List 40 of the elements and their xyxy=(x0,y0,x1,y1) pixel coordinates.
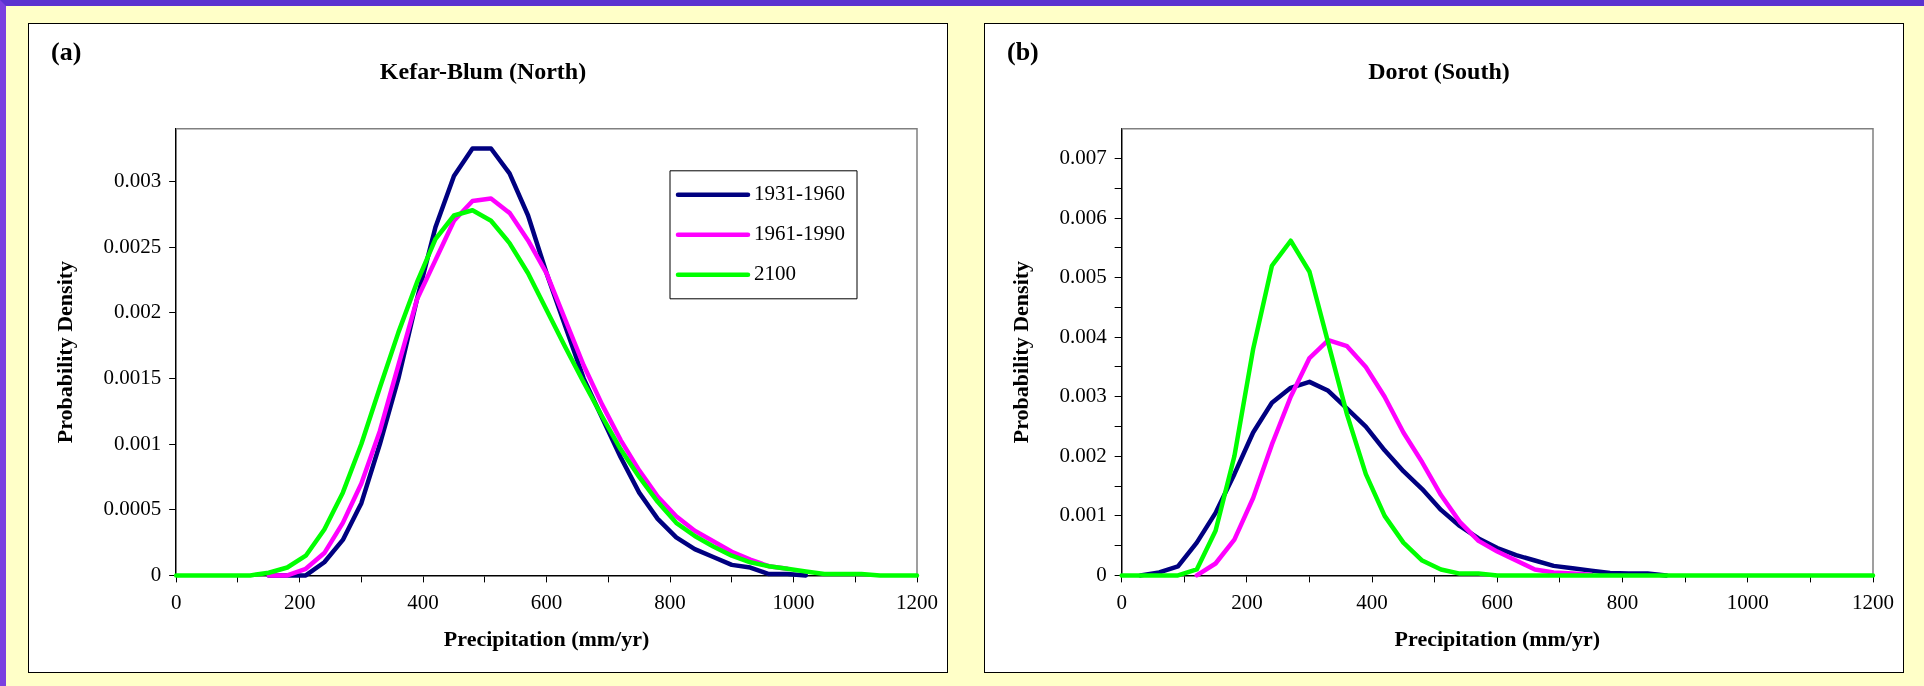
legend-label: 2100 xyxy=(754,261,797,286)
legend-label: 1931-1960 xyxy=(754,181,846,206)
x-tick-label: 200 xyxy=(283,589,316,614)
x-tick-label: 400 xyxy=(1356,589,1388,614)
x-tick-label: 800 xyxy=(654,589,686,614)
x-tick-label: 800 xyxy=(1606,589,1639,614)
y-axis-title: Probability Density xyxy=(51,260,77,444)
legend-label: 1961-1990 xyxy=(754,221,846,246)
x-tick-label: 600 xyxy=(1481,589,1514,614)
y-tick-label: 0.0025 xyxy=(103,233,162,258)
x-tick-label: 600 xyxy=(530,589,563,614)
y-tick-label: 0 xyxy=(1096,561,1107,586)
y-tick-label: 0.006 xyxy=(1059,204,1107,229)
y-tick-label: 0.001 xyxy=(1059,502,1107,527)
y-tick-label: 0.003 xyxy=(113,167,162,192)
y-axis-title: Probability Density xyxy=(1007,260,1033,444)
y-tick-label: 0.0015 xyxy=(103,364,162,389)
text: (b) xyxy=(1007,36,1039,66)
x-tick-label: 1200 xyxy=(896,589,938,614)
x-tick-label: 0 xyxy=(170,589,182,614)
x-tick-label: 200 xyxy=(1231,589,1263,614)
x-tick-label: 0 xyxy=(1116,589,1127,614)
chart-title: Dorot (South) xyxy=(1368,57,1510,84)
x-tick-label: 1000 xyxy=(1726,589,1769,614)
y-tick-label: 0.001 xyxy=(113,430,162,455)
x-axis-title: Precipitation (mm/yr) xyxy=(1394,626,1601,652)
text: (a) xyxy=(51,36,82,66)
y-tick-label: 0 xyxy=(150,561,162,586)
x-tick-label: 1200 xyxy=(1852,589,1894,614)
y-tick-label: 0.004 xyxy=(1059,323,1108,348)
y-tick-label: 0.002 xyxy=(1059,442,1107,467)
y-tick-label: 0.003 xyxy=(1059,383,1107,408)
x-tick-label: 400 xyxy=(407,589,439,614)
chart-title: Kefar-Blum (North) xyxy=(379,57,587,84)
y-tick-label: 0.005 xyxy=(1059,264,1107,289)
x-axis-title: Precipitation (mm/yr) xyxy=(443,626,650,652)
y-tick-label: 0.007 xyxy=(1059,145,1107,170)
y-tick-label: 0.002 xyxy=(113,299,162,324)
x-tick-label: 1000 xyxy=(772,589,815,614)
y-tick-label: 0.0005 xyxy=(103,496,162,521)
